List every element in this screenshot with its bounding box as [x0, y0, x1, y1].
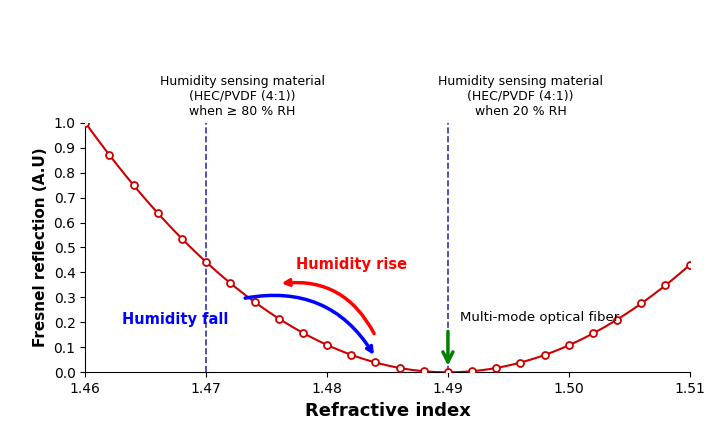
X-axis label: Refractive index: Refractive index: [304, 402, 471, 420]
Text: Humidity sensing material
(HEC/PVDF (4:1))
when ≥ 80 % RH: Humidity sensing material (HEC/PVDF (4:1…: [160, 74, 325, 118]
Text: Humidity fall: Humidity fall: [122, 312, 228, 327]
Y-axis label: Fresnel reflection (A.U): Fresnel reflection (A.U): [33, 148, 48, 347]
Text: Humidity rise: Humidity rise: [296, 258, 407, 272]
Text: Multi-mode optical fiber: Multi-mode optical fiber: [460, 311, 619, 324]
Text: Humidity sensing material
(HEC/PVDF (4:1))
when 20 % RH: Humidity sensing material (HEC/PVDF (4:1…: [438, 74, 603, 118]
